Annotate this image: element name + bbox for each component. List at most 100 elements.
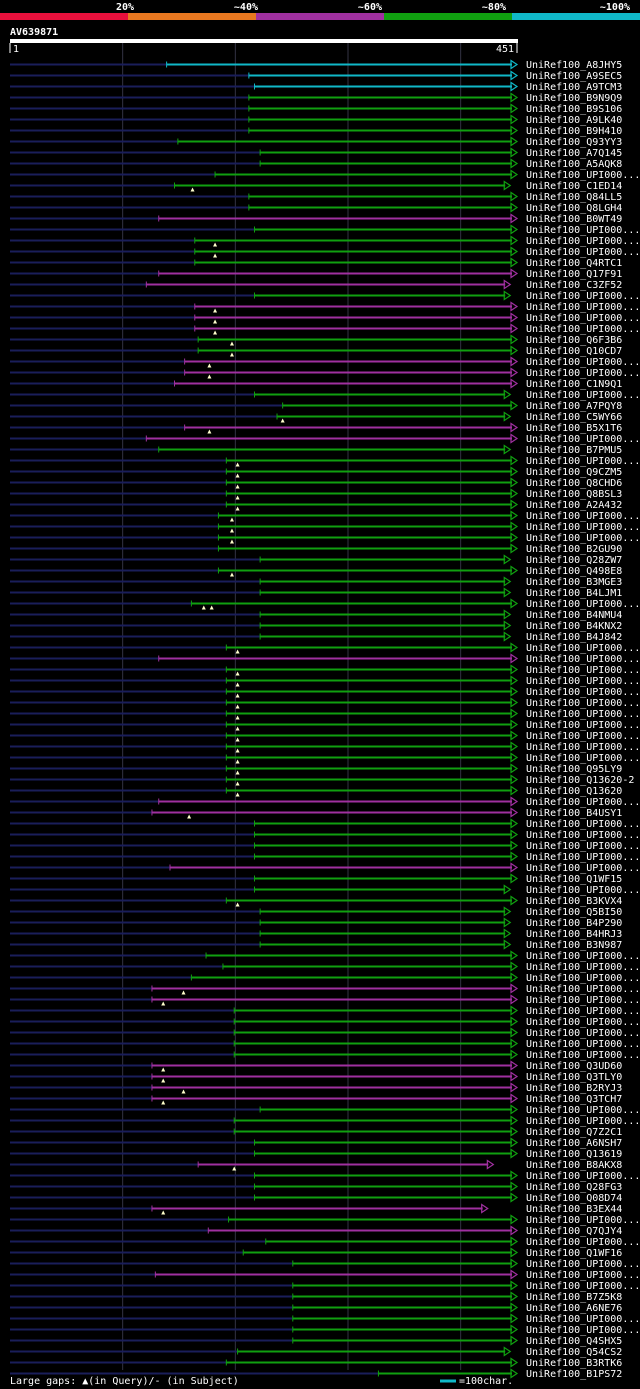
hit-label[interactable]: UniRef100_B9H410 — [526, 126, 622, 137]
hit-label[interactable]: UniRef100_B3KVX4 — [526, 896, 622, 907]
hit-label[interactable]: UniRef100_Q498E8 — [526, 566, 622, 577]
hit-row[interactable]: UniRef100_Q498E8 — [10, 565, 622, 577]
hit-row[interactable]: UniRef100_UPI000... — [10, 708, 640, 720]
hit-label[interactable]: UniRef100_Q5BI50 — [526, 907, 622, 918]
hit-label[interactable]: UniRef100_UPI000... — [526, 720, 640, 731]
hit-row[interactable]: UniRef100_UPI000... — [10, 510, 640, 522]
hit-label[interactable]: UniRef100_Q1WF15 — [526, 874, 622, 885]
hit-row[interactable]: UniRef100_Q8BSL3 — [10, 488, 622, 500]
hit-label[interactable]: UniRef100_UPI000... — [526, 962, 640, 973]
hit-row[interactable]: UniRef100_Q28ZW7 — [10, 554, 622, 566]
hit-row[interactable]: UniRef100_UPI000... — [10, 455, 640, 467]
hit-label[interactable]: UniRef100_UPI000... — [526, 247, 640, 258]
hit-label[interactable]: UniRef100_UPI000... — [526, 291, 640, 302]
hit-label[interactable]: UniRef100_UPI000... — [526, 819, 640, 830]
hit-label[interactable]: UniRef100_UPI000... — [526, 533, 640, 544]
hit-row[interactable]: UniRef100_UPI000... — [10, 994, 640, 1006]
hit-row[interactable]: UniRef100_Q13620-2 — [10, 774, 634, 786]
hit-label[interactable]: UniRef100_B3EX44 — [526, 1204, 622, 1215]
hit-row[interactable]: UniRef100_Q10CD7 — [10, 345, 622, 357]
hit-label[interactable]: UniRef100_UPI000... — [526, 709, 640, 720]
hit-label[interactable]: UniRef100_Q13620 — [526, 786, 622, 797]
hit-row[interactable]: UniRef100_Q84LL5 — [10, 191, 622, 203]
hit-row[interactable]: UniRef100_UPI000... — [10, 983, 640, 995]
hit-label[interactable]: UniRef100_A7Q145 — [526, 148, 622, 159]
hit-row[interactable]: UniRef100_UPI000... — [10, 950, 640, 962]
hit-label[interactable]: UniRef100_UPI000... — [526, 995, 640, 1006]
hit-row[interactable]: UniRef100_Q54CS2 — [10, 1346, 622, 1358]
hit-label[interactable]: UniRef100_UPI000... — [526, 863, 640, 874]
hit-label[interactable]: UniRef100_UPI000... — [526, 1050, 640, 1061]
hit-label[interactable]: UniRef100_UPI000... — [526, 236, 640, 247]
hit-row[interactable]: UniRef100_UPI000... — [10, 851, 640, 863]
hit-label[interactable]: UniRef100_B4NMU4 — [526, 610, 622, 621]
hit-row[interactable]: UniRef100_B1PS72 — [10, 1368, 622, 1380]
hit-label[interactable]: UniRef100_UPI000... — [526, 511, 640, 522]
hit-label[interactable]: UniRef100_UPI000... — [526, 951, 640, 962]
hit-row[interactable]: UniRef100_UPI000... — [10, 301, 640, 313]
hit-row[interactable]: UniRef100_UPI000... — [10, 1104, 640, 1116]
hit-label[interactable]: UniRef100_Q9CZM5 — [526, 467, 622, 478]
hit-label[interactable]: UniRef100_A7PQY8 — [526, 401, 622, 412]
hit-row[interactable]: UniRef100_B9S106 — [10, 103, 622, 115]
hit-label[interactable]: UniRef100_Q54CS2 — [526, 1347, 622, 1358]
hit-label[interactable]: UniRef100_B5X1T6 — [526, 423, 622, 434]
hit-row[interactable]: UniRef100_UPI000... — [10, 1313, 640, 1325]
hit-row[interactable]: UniRef100_C1ED14 — [10, 180, 622, 192]
hit-row[interactable]: UniRef100_UPI000... — [10, 290, 640, 302]
hit-row[interactable]: UniRef100_UPI000... — [10, 356, 640, 368]
hit-row[interactable]: UniRef100_Q8CHD6 — [10, 477, 622, 489]
hit-row[interactable]: UniRef100_B4HRJ3 — [10, 928, 622, 940]
hit-label[interactable]: UniRef100_UPI000... — [526, 1215, 640, 1226]
hit-row[interactable]: UniRef100_Q9CZM5 — [10, 466, 622, 478]
hit-row[interactable]: UniRef100_Q3TLY0 — [10, 1071, 622, 1083]
hit-row[interactable]: UniRef100_Q3UD60 — [10, 1060, 622, 1072]
hit-row[interactable]: UniRef100_Q3TCH7 — [10, 1093, 622, 1105]
hit-label[interactable]: UniRef100_UPI000... — [526, 390, 640, 401]
hit-row[interactable]: UniRef100_Q7Z2C1 — [10, 1126, 622, 1138]
hit-label[interactable]: UniRef100_UPI000... — [526, 324, 640, 335]
hit-row[interactable]: UniRef100_Q95LY9 — [10, 763, 622, 775]
hit-label[interactable]: UniRef100_B9N9Q9 — [526, 93, 622, 104]
hit-row[interactable]: UniRef100_UPI000... — [10, 1324, 640, 1336]
hit-label[interactable]: UniRef100_A6NSH7 — [526, 1138, 622, 1149]
hit-label[interactable]: UniRef100_A9SEC5 — [526, 71, 622, 82]
hit-label[interactable]: UniRef100_UPI000... — [526, 984, 640, 995]
hit-label[interactable]: UniRef100_UPI000... — [526, 368, 640, 379]
hit-row[interactable]: UniRef100_UPI000... — [10, 1214, 640, 1226]
hit-label[interactable]: UniRef100_Q84LL5 — [526, 192, 622, 203]
hit-row[interactable]: UniRef100_UPI000... — [10, 697, 640, 709]
hit-row[interactable]: UniRef100_UPI000... — [10, 664, 640, 676]
hit-label[interactable]: UniRef100_B3RTK6 — [526, 1358, 622, 1369]
hit-label[interactable]: UniRef100_UPI000... — [526, 522, 640, 533]
hit-label[interactable]: UniRef100_C1ED14 — [526, 181, 622, 192]
hit-row[interactable]: UniRef100_UPI000... — [10, 686, 640, 698]
hit-label[interactable]: UniRef100_UPI000... — [526, 830, 640, 841]
hit-row[interactable]: UniRef100_C3ZF52 — [10, 279, 622, 291]
hit-row[interactable]: UniRef100_UPI000... — [10, 1027, 640, 1039]
hit-label[interactable]: UniRef100_UPI000... — [526, 742, 640, 753]
hit-label[interactable]: UniRef100_Q8LGH4 — [526, 203, 622, 214]
hit-row[interactable]: UniRef100_B2GU90 — [10, 543, 622, 555]
hit-row[interactable]: UniRef100_UPI000... — [10, 862, 640, 874]
hit-row[interactable]: UniRef100_Q8LGH4 — [10, 202, 622, 214]
hit-label[interactable]: UniRef100_A6NE76 — [526, 1303, 622, 1314]
hit-row[interactable]: UniRef100_Q7QJY4 — [10, 1225, 622, 1237]
hit-label[interactable]: UniRef100_B1PS72 — [526, 1369, 622, 1380]
hit-row[interactable]: UniRef100_Q4RTC1 — [10, 257, 622, 269]
hit-row[interactable]: UniRef100_B4P290 — [10, 917, 622, 929]
hit-label[interactable]: UniRef100_UPI000... — [526, 313, 640, 324]
hit-label[interactable]: UniRef100_B4P290 — [526, 918, 622, 929]
hit-label[interactable]: UniRef100_UPI000... — [526, 170, 640, 181]
hit-label[interactable]: UniRef100_Q95LY9 — [526, 764, 622, 775]
hit-row[interactable]: UniRef100_UPI000... — [10, 741, 640, 753]
hit-label[interactable]: UniRef100_UPI000... — [526, 885, 640, 896]
hit-row[interactable]: UniRef100_B4LJM1 — [10, 587, 622, 599]
hit-label[interactable]: UniRef100_UPI000... — [526, 654, 640, 665]
hit-label[interactable]: UniRef100_UPI000... — [526, 643, 640, 654]
hit-row[interactable]: UniRef100_Q13620 — [10, 785, 622, 797]
hit-label[interactable]: UniRef100_Q4SHX5 — [526, 1336, 622, 1347]
hit-row[interactable]: UniRef100_B3N987 — [10, 939, 622, 951]
hit-row[interactable]: UniRef100_UPI000... — [10, 829, 640, 841]
hit-row[interactable]: UniRef100_UPI000... — [10, 1115, 640, 1127]
